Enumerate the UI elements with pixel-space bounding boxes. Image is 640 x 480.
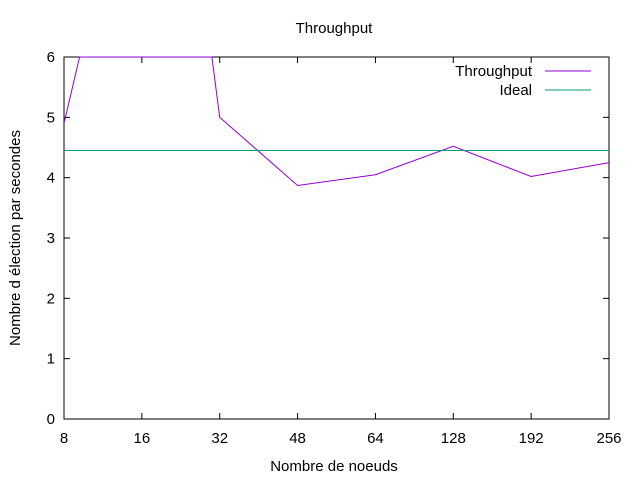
legend-label-throughput: Throughput <box>455 63 533 80</box>
y-axis: 0 1 2 3 4 5 6 <box>47 49 609 428</box>
y-axis-label: Nombre d élection par secondes <box>7 130 24 346</box>
y-tick-label: 5 <box>47 109 55 126</box>
y-tick-label: 3 <box>47 230 55 247</box>
plot-frame <box>63 56 610 420</box>
x-tick-label: 8 <box>60 430 68 447</box>
x-tick-label: 16 <box>134 430 151 447</box>
legend: Throughput Ideal <box>455 63 591 99</box>
x-axis: 8 16 32 48 64 128 192 256 <box>60 57 622 447</box>
x-tick-label: 256 <box>596 430 621 447</box>
chart-title: Throughput <box>296 20 374 37</box>
series-line-throughput <box>63 56 610 187</box>
series-layer <box>63 56 610 187</box>
x-tick-label: 128 <box>441 430 466 447</box>
y-tick-label: 2 <box>47 290 55 307</box>
plot-area <box>63 56 610 420</box>
x-tick-label: 64 <box>367 430 384 447</box>
y-tick-label: 6 <box>47 49 55 66</box>
x-tick-label: 192 <box>519 430 544 447</box>
legend-label-ideal: Ideal <box>499 82 532 99</box>
x-axis-label: Nombre de noeuds <box>270 458 398 475</box>
x-tick-label: 32 <box>211 430 228 447</box>
x-tick-label: 48 <box>289 430 306 447</box>
y-tick-label: 0 <box>47 411 55 428</box>
y-tick-label: 1 <box>47 351 55 368</box>
y-tick-label: 4 <box>47 170 55 187</box>
